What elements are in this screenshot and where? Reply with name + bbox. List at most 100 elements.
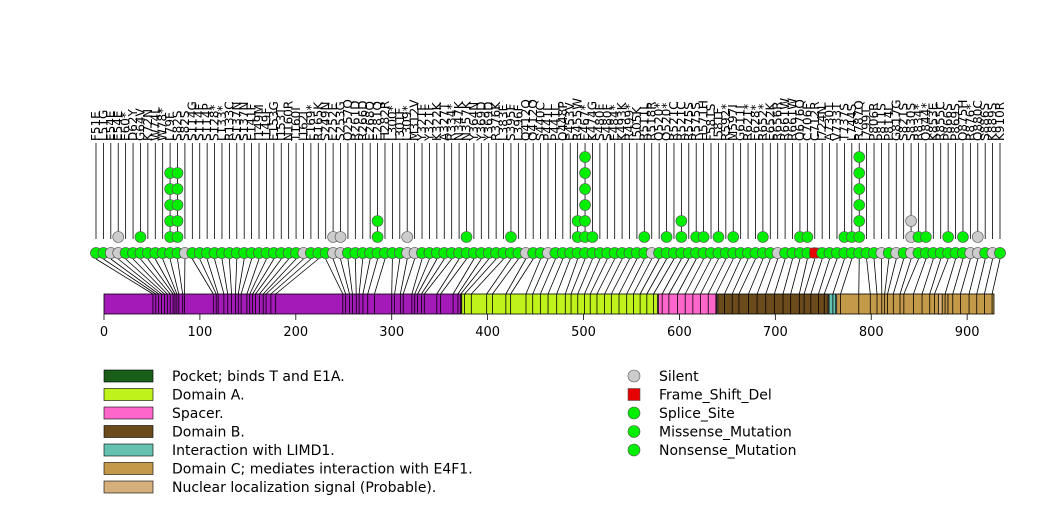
mutation-label: E281Q [371,101,385,141]
mutation-head [171,199,184,211]
legend-marker [627,388,641,401]
mutation-label: P811S [874,103,888,141]
legend-label: Spacer. [172,406,224,422]
stem-connector [584,258,601,295]
mutation-label: I581F [711,108,725,141]
stem-connector [325,258,344,295]
stem-connector [340,258,350,295]
mutation-head [371,231,384,243]
mutation-label: W78* [156,108,170,141]
mutation-head [853,167,866,179]
stem-connector [547,258,564,295]
stem-connector [259,258,289,295]
stem-connector [140,258,171,295]
axis-tick-label: 300 [379,325,404,340]
mutation-head [994,247,1006,259]
mutation-head [957,231,969,243]
stem-connector [270,258,312,295]
mutation-label: A730T [823,102,837,141]
stem-connector [570,258,586,295]
legend-swatch [103,369,154,383]
stem-connector [832,258,845,295]
stem-connector [95,258,154,295]
mutation-label: R455W [571,98,585,141]
stem-connector [525,258,541,295]
mutation-label: S114P [200,103,214,141]
stem-connector [147,258,174,295]
stem-connector [440,258,467,295]
legend-label: Frame_Shift_Del [659,388,772,404]
stem-connector [414,258,430,295]
mutation-label: E54E [111,111,125,141]
legend-label: Domain A. [172,388,245,404]
stem-connector [199,258,217,295]
mutation-label: G817G [889,99,903,141]
protein-domain-track [103,293,995,315]
mutation-head [171,215,184,227]
stem-connector [367,258,378,295]
stem-connector [391,258,393,295]
stem-connector [952,258,964,295]
axis-tick-label: 500 [571,325,596,340]
stem-connector [510,258,534,295]
stem-connector [402,258,416,295]
stem-connector [765,258,779,295]
domain-segment [836,293,949,315]
mutation-head [586,231,599,243]
stem-connector [262,258,297,295]
mutation-label: K853E [926,103,940,141]
mutation-label: K889S [986,103,1000,141]
domain-segment [461,293,658,315]
stem-connector [436,258,460,295]
mutation-label: R787Q [852,100,866,141]
mutation-label: I149F [259,108,273,141]
stem-connector [255,258,282,295]
stem-connector [818,258,830,295]
stem-connector [700,258,719,295]
lollipop-stems [95,143,1001,314]
mutation-head [660,231,673,243]
stem-connector [347,258,353,295]
mutation-head [460,231,473,243]
mutation-label: E268Q [363,101,377,141]
axis-tick-label: 600 [667,325,692,340]
mutation-head [638,231,651,243]
stem-connector [944,258,956,295]
mutation-label: M312V [408,99,422,141]
mutation-label: P441L [541,104,555,141]
legend-label: Nonsense_Mutation [659,443,796,459]
mutation-type-legend: Silent Frame_Shift_Del Splice_Site Missense… [627,369,796,459]
mutation-label: W74L [148,107,162,141]
mutation-label: E169* [304,105,318,142]
legend-label: Missense_Mutation [659,425,792,441]
axis-tick-label: 0 [100,325,108,340]
stem-connector [191,258,214,295]
domain-legend: Pocket; binds T and E1A. Domain A. Spacer.… [103,369,473,496]
mutation-label: L396F [511,104,525,141]
mutation-label: R511L [637,103,651,141]
stem-connector [154,258,176,295]
mutation-label: E54E [104,111,118,141]
stem-connector [362,258,371,295]
legend-label: Interaction with LIMD1. [172,443,335,459]
stem-connector [610,258,630,295]
mutation-label: Y364N [467,102,481,142]
mutation-label: S82S [178,110,192,141]
stem-connector [921,258,934,295]
mutation-label: R834* [911,104,925,141]
stem-connector [457,258,482,295]
mutation-label: E141F [245,104,259,141]
mutation-label: R575S [682,102,696,141]
mutation-label: H571H [697,100,711,141]
mutation-label: I799T [860,107,874,141]
mutation-label: S480F [593,103,607,141]
stem-connector [790,258,801,295]
mutation-head [171,167,184,179]
stem-connector [884,258,890,295]
mutation-label: P806R [867,103,881,141]
stem-connector [873,258,878,295]
mutation-label: G611I [734,105,748,141]
mutation-head [675,231,688,243]
stem-connector [887,258,897,295]
stem-connector [596,258,616,295]
